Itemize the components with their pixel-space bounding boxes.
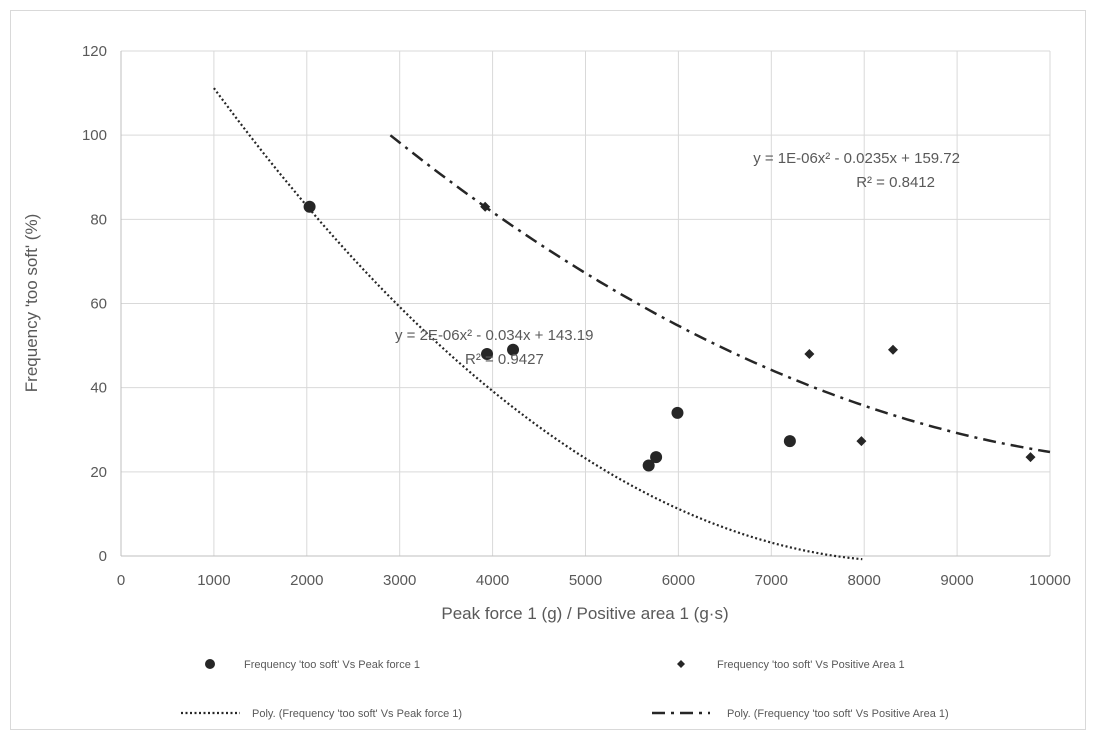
y-axis-title: Frequency 'too soft' (%) <box>22 214 41 392</box>
x-tick-label: 2000 <box>290 572 323 589</box>
legend-circle-marker <box>205 659 215 669</box>
legend-item-poly-positive-area: Poly. (Frequency 'too soft' Vs Positive … <box>652 708 949 720</box>
r2-positive-area: R² = 0.8412 <box>856 174 935 191</box>
y-tick-label: 60 <box>90 296 107 313</box>
x-tick-label: 4000 <box>476 572 509 589</box>
x-tick-label: 1000 <box>197 572 230 589</box>
y-tick-label: 0 <box>99 548 107 565</box>
r2-peak-force: R² = 0.9427 <box>465 351 544 368</box>
legend-label: Frequency 'too soft' Vs Peak force 1 <box>244 659 420 671</box>
tick-labels: 0 1000 2000 3000 4000 5000 6000 7000 8000 9000 100… <box>82 43 1071 589</box>
data-point-diamond <box>480 201 491 212</box>
x-tick-label: 9000 <box>940 572 973 589</box>
data-point-circle <box>303 200 316 213</box>
data-point-diamond <box>804 349 815 359</box>
y-tick-label: 20 <box>90 464 107 481</box>
x-axis-title: Peak force 1 (g) / Positive area 1 (g·s) <box>441 604 728 623</box>
data-point-circle <box>642 459 655 472</box>
x-tick-label: 5000 <box>569 572 602 589</box>
data-point-circle <box>671 406 684 419</box>
legend-item-peak-force: Frequency 'too soft' Vs Peak force 1 <box>205 659 420 671</box>
chart-frame <box>10 10 1086 730</box>
x-tick-label: 7000 <box>755 572 788 589</box>
trendline-positive-area <box>389 134 1051 454</box>
data-point-diamond <box>1025 452 1036 463</box>
y-tick-label: 100 <box>82 127 107 144</box>
legend-label: Poly. (Frequency 'too soft' Vs Positive … <box>727 708 949 720</box>
data-point-circle <box>481 348 494 360</box>
x-tick-label: 8000 <box>848 572 881 589</box>
y-tick-label: 80 <box>90 211 107 228</box>
axes <box>120 51 1050 557</box>
legend-diamond-marker <box>677 660 685 668</box>
legend-item-positive-area: Frequency 'too soft' Vs Positive Area 1 <box>677 659 905 671</box>
x-tick-label: 0 <box>117 572 125 589</box>
legend-label: Poly. (Frequency 'too soft' Vs Peak forc… <box>252 708 462 720</box>
x-tick-label: 6000 <box>662 572 695 589</box>
data-point-diamond <box>887 344 898 355</box>
trendlines <box>213 87 1051 561</box>
y-tick-label: 120 <box>82 43 107 60</box>
x-tick-label: 3000 <box>383 572 416 589</box>
equation-peak-force: y = 2E-06x² - 0.034x + 143.19 <box>395 327 593 344</box>
data-point-diamond <box>856 436 867 447</box>
grid <box>121 50 1051 556</box>
legend-item-poly-peak-force: Poly. (Frequency 'too soft' Vs Peak forc… <box>181 708 462 720</box>
equation-positive-area: y = 1E-06x² - 0.0235x + 159.72 <box>753 150 960 167</box>
x-tick-label: 10000 <box>1029 572 1071 589</box>
legend: Frequency 'too soft' Vs Peak force 1 Fre… <box>181 659 949 720</box>
data-points <box>303 200 1036 472</box>
data-point-circle <box>650 451 663 464</box>
y-tick-label: 40 <box>90 380 107 397</box>
data-point-circle <box>783 435 796 448</box>
legend-label: Frequency 'too soft' Vs Positive Area 1 <box>717 659 905 671</box>
data-point-circle <box>507 343 520 356</box>
